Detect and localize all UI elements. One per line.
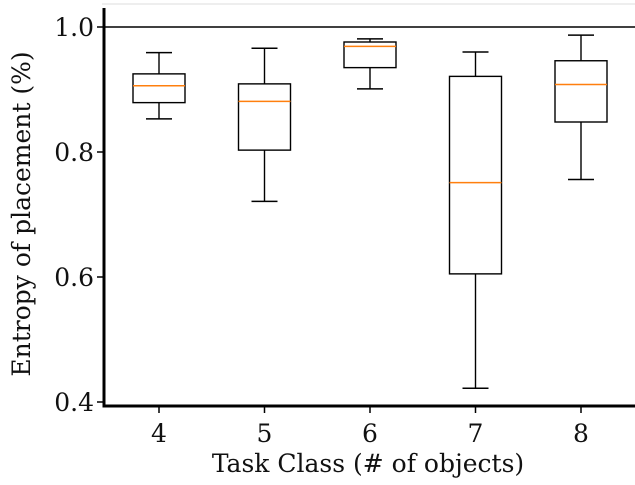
x-tick-label: 6	[362, 419, 378, 448]
box-category-7	[448, 51, 503, 389]
y-tick-label: 0.6	[54, 263, 94, 292]
x-tick-label: 8	[573, 419, 589, 448]
y-tick-label: 1.0	[54, 13, 94, 42]
y-tick-label: 0.4	[54, 388, 94, 417]
iqr-box	[554, 60, 608, 123]
y-axis-title: Entropy of placement (%)	[7, 51, 36, 376]
box-category-6	[343, 38, 397, 90]
boxes-group	[132, 34, 608, 389]
iqr-box	[132, 73, 186, 104]
x-tick-label: 4	[151, 419, 167, 448]
iqr-box	[448, 75, 503, 275]
y-ticks: 0.4 0.6 0.8 1.0	[54, 13, 104, 417]
iqr-box	[237, 83, 292, 151]
box-category-8	[554, 34, 608, 181]
box-category-5	[237, 47, 292, 203]
x-tick-label: 5	[257, 419, 273, 448]
x-tick-label: 7	[468, 419, 484, 448]
x-axis-title: Task Class (# of objects)	[212, 449, 524, 478]
y-tick-label: 0.8	[54, 138, 94, 167]
iqr-box	[343, 41, 397, 69]
box-category-4	[132, 51, 186, 120]
x-ticks: 4 5 6 7 8	[151, 406, 589, 448]
